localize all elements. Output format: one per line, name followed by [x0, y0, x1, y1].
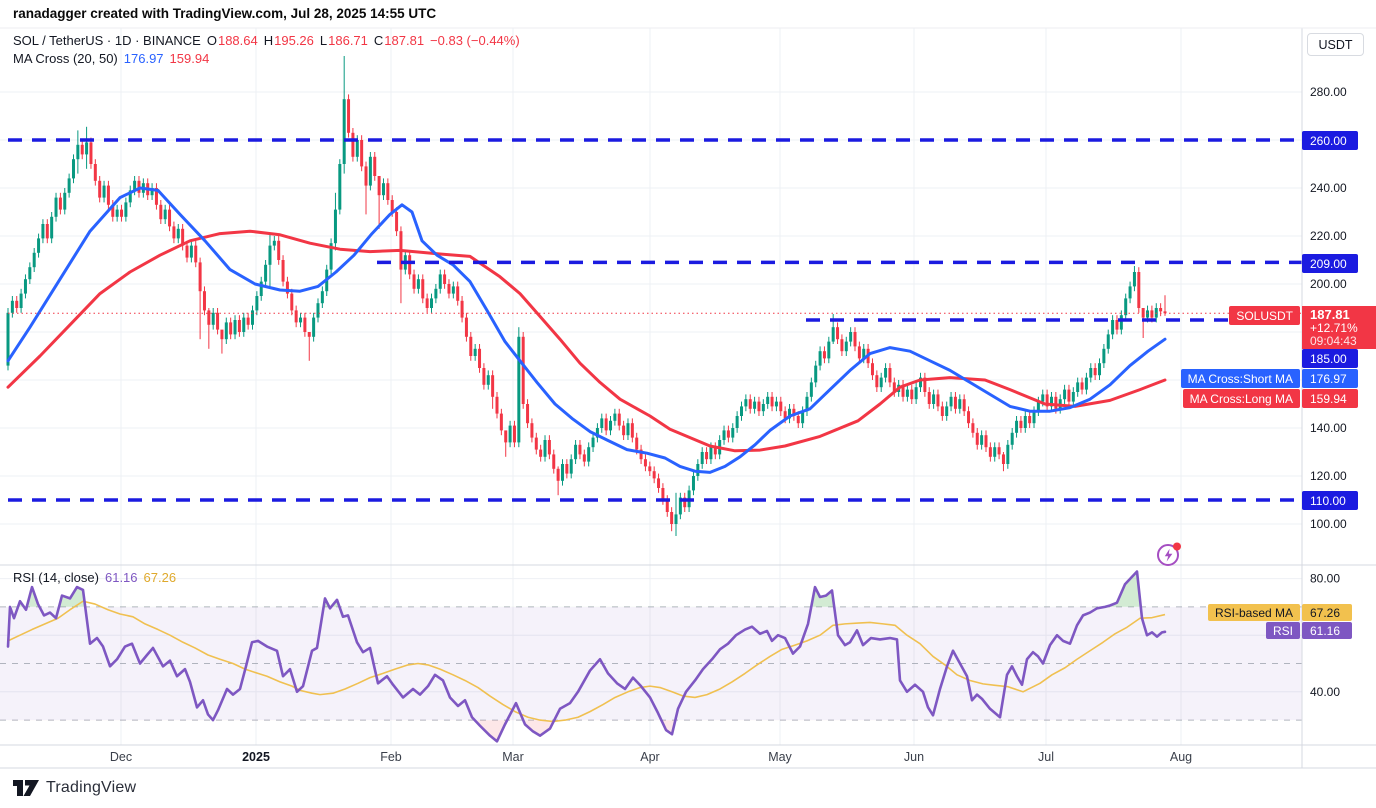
ohlc-low: L186.71 [319, 33, 368, 48]
last-price-badge: 187.81 +12.71% 09:04:43 [1302, 306, 1376, 349]
ma-long-value: 159.94 [169, 51, 210, 66]
rsi-legend[interactable]: RSI (14, close) 61.16 67.26 [13, 570, 176, 585]
long-ma-pill: MA Cross:Long MA [1182, 389, 1300, 408]
rsi-value-badge: 61.16 [1302, 622, 1352, 639]
bar-countdown: 09:04:43 [1310, 334, 1357, 348]
ma-short-value: 176.97 [123, 51, 164, 66]
footer-brand-label: TradingView [46, 779, 137, 796]
short-ma-value-badge: 176.97 [1302, 369, 1358, 388]
svg-text:140.00: 140.00 [1310, 421, 1347, 435]
symbol-legend[interactable]: SOL / TetherUS · 1D · BINANCE O188.64 H1… [13, 33, 520, 48]
tradingview-logo-icon [13, 780, 39, 796]
svg-text:Aug: Aug [1170, 750, 1192, 764]
last-price-value: 187.81 [1310, 307, 1350, 322]
symbol-price-pill: SOLUSDT [1229, 306, 1300, 325]
rsi-pill: RSI [1265, 622, 1300, 639]
svg-text:Jun: Jun [904, 750, 924, 764]
currency-button[interactable]: USDT [1307, 33, 1364, 56]
symbol-name: SOL / TetherUS · 1D · BINANCE [13, 33, 201, 48]
svg-text:Mar: Mar [502, 750, 524, 764]
level-badge-260: 260.00 [1302, 131, 1358, 150]
ma-cross-legend[interactable]: MA Cross (20, 50) 176.97 159.94 [13, 51, 209, 66]
level-badge-209: 209.00 [1302, 254, 1358, 273]
level-badge-185: 185.00 [1302, 349, 1358, 368]
ohlc-close: C187.81 [373, 33, 425, 48]
rsi-value: 61.16 [104, 570, 138, 585]
ohlc-open: O188.64 [206, 33, 258, 48]
rsi-ma-value: 67.26 [143, 570, 177, 585]
svg-text:Dec: Dec [110, 750, 132, 764]
svg-text:120.00: 120.00 [1310, 469, 1347, 483]
ohlc-high: H195.26 [263, 33, 314, 48]
svg-text:Apr: Apr [640, 750, 659, 764]
level-badge-110: 110.00 [1302, 491, 1358, 510]
svg-text:Feb: Feb [380, 750, 402, 764]
svg-text:80.00: 80.00 [1310, 572, 1340, 586]
long-ma-value-badge: 159.94 [1302, 389, 1358, 408]
svg-text:2025: 2025 [242, 750, 270, 764]
svg-text:240.00: 240.00 [1310, 181, 1347, 195]
price-change: −0.83 (−0.44%) [430, 33, 520, 48]
svg-text:100.00: 100.00 [1310, 517, 1347, 531]
page-title: ranadagger created with TradingView.com,… [13, 6, 437, 21]
last-price-change: +12.71% [1310, 320, 1358, 335]
short-ma-pill: MA Cross:Short MA [1180, 369, 1300, 388]
rsi-title: RSI (14, close) [13, 570, 99, 585]
svg-text:280.00: 280.00 [1310, 85, 1347, 99]
rsi-ma-value-badge: 67.26 [1302, 604, 1352, 621]
ma-cross-title: MA Cross (20, 50) [13, 51, 118, 66]
tradingview-brand[interactable]: TradingView [13, 779, 136, 797]
svg-text:May: May [768, 750, 792, 764]
svg-text:220.00: 220.00 [1310, 229, 1347, 243]
lightning-icon[interactable] [1155, 541, 1183, 569]
svg-text:40.00: 40.00 [1310, 685, 1340, 699]
svg-text:Jul: Jul [1038, 750, 1054, 764]
rsi-ma-pill: RSI-based MA [1207, 604, 1300, 621]
svg-text:200.00: 200.00 [1310, 277, 1347, 291]
